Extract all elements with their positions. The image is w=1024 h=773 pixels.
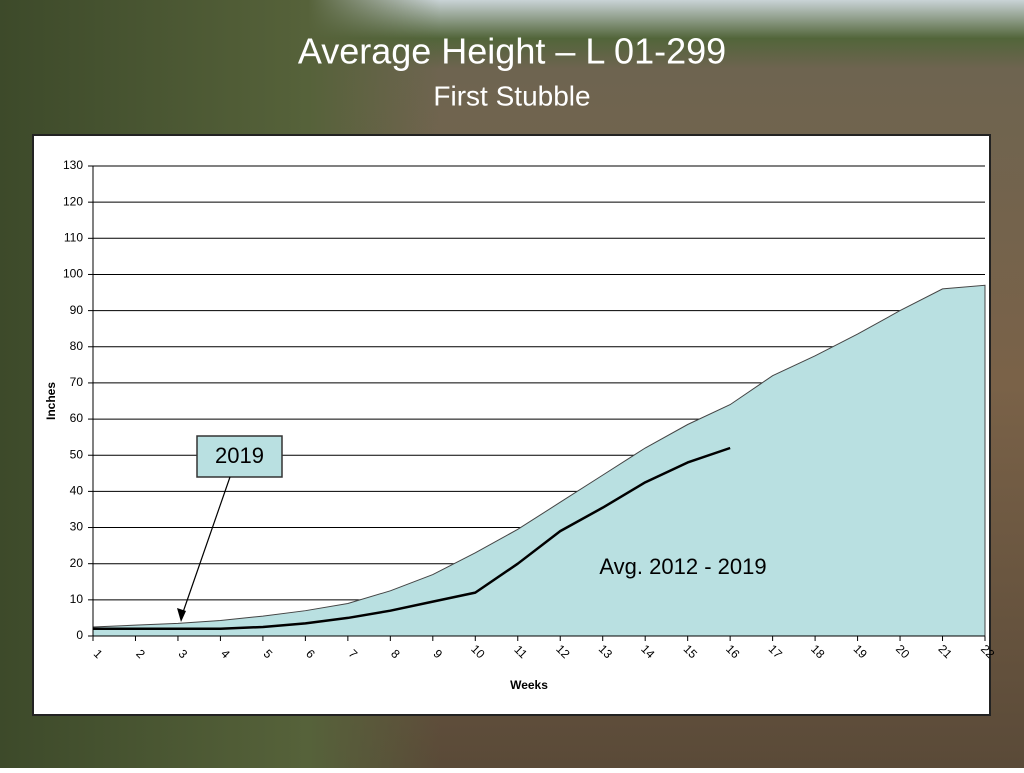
series-label: 2019 xyxy=(215,443,264,468)
y-tick-label: 80 xyxy=(70,339,84,353)
chart-title: Average Height – L 01-299 xyxy=(298,31,726,72)
y-tick-label: 20 xyxy=(70,556,84,570)
series-label: Avg. 2012 - 2019 xyxy=(599,554,766,579)
y-tick-label: 60 xyxy=(70,411,84,425)
y-tick-label: 130 xyxy=(63,158,83,172)
chart-subtitle: First Stubble xyxy=(433,80,590,111)
y-tick-label: 70 xyxy=(70,375,84,389)
x-axis-label: Weeks xyxy=(510,678,548,692)
arrow-head xyxy=(177,608,186,622)
y-tick-label: 10 xyxy=(70,592,84,606)
y-tick-label: 100 xyxy=(63,267,83,281)
y-tick-label: 40 xyxy=(70,484,84,498)
line xyxy=(93,446,731,631)
y-tick-label: 110 xyxy=(64,230,83,244)
y-tick-label: 0 xyxy=(76,628,83,642)
y-axis-label: Inches xyxy=(44,382,58,420)
y-tick-label: 50 xyxy=(70,447,84,461)
annotation-box xyxy=(196,435,283,478)
y-tick-label: 120 xyxy=(63,194,83,208)
area xyxy=(92,284,986,637)
annotation-arrow xyxy=(180,476,231,619)
y-tick-label: 90 xyxy=(70,303,84,317)
y-tick-label: 30 xyxy=(70,520,84,534)
